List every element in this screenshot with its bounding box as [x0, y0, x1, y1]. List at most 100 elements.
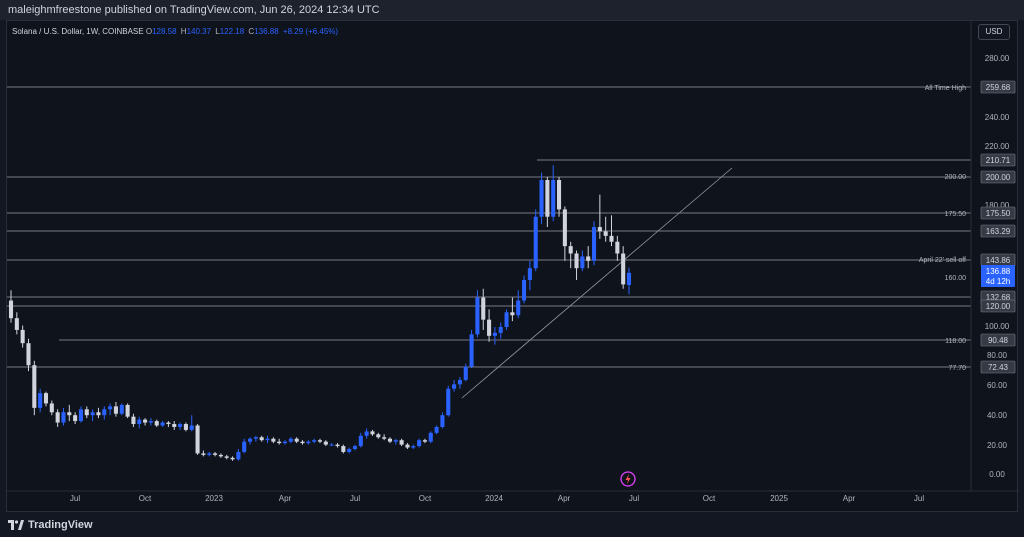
level-label-3: 175.50	[945, 211, 967, 218]
level-label-5: April 22' sell off	[919, 257, 966, 264]
candle-body-1	[14, 318, 19, 330]
candle-body-87	[516, 300, 521, 316]
level-badge-text-2: 200.00	[986, 173, 1011, 182]
level-badge-2	[980, 170, 1016, 184]
candle-body-54	[323, 441, 328, 445]
candle-body-12	[78, 409, 84, 422]
symbol-legend[interactable]: Solana / U.S. Dollar, 1W, COINBASE O128.…	[12, 27, 340, 36]
candle-body-100	[591, 227, 597, 261]
x-tick-12: Jul	[914, 494, 924, 503]
level-badge-7	[980, 299, 1016, 313]
candle-body-50	[300, 441, 305, 444]
y-tick-1: 240.00	[985, 113, 1010, 122]
candle-body-77	[457, 379, 462, 385]
candle-body-36	[218, 454, 223, 457]
candle-body-98	[580, 256, 585, 269]
candle-body-2	[20, 329, 25, 344]
open-label: O	[145, 27, 153, 36]
candle-body-82	[487, 319, 492, 336]
candle-body-94	[556, 180, 562, 210]
candle-body-75	[446, 388, 451, 416]
candle-body-57	[341, 446, 346, 452]
candle-body-42	[253, 437, 258, 439]
candle-body-105	[621, 253, 626, 285]
y-tick-6: 60.00	[987, 381, 1008, 390]
y-tick-3: 180.00	[985, 201, 1010, 210]
candle-body-101	[597, 227, 602, 232]
y-tick-9: 0.00	[989, 470, 1005, 479]
candle-body-27	[166, 422, 171, 425]
candle-body-91	[539, 180, 544, 217]
currency-selector[interactable]: USD	[978, 24, 1010, 40]
chart-area[interactable]: All Time High 200.00 175.50 April 22' sell …	[6, 20, 1019, 513]
level-badge-1	[980, 153, 1016, 167]
candle-body-85	[504, 312, 509, 327]
current-price-text: 136.88	[986, 267, 1011, 276]
footer: TradingView	[0, 512, 1024, 537]
price-chart[interactable]: All Time High 200.00 175.50 April 22' sell …	[7, 21, 1019, 513]
candle-body-33	[201, 453, 206, 455]
lightning-icon[interactable]	[620, 471, 636, 487]
candle-body-22	[137, 419, 142, 425]
level-badge-text-6: 132.68	[986, 293, 1011, 302]
level-label-8: 118.00	[945, 338, 966, 345]
y-tick-7: 40.00	[987, 411, 1008, 420]
x-tick-4: Jul	[350, 494, 360, 503]
candle-body-31	[189, 425, 194, 430]
candle-body-58	[347, 449, 352, 452]
trendline	[461, 167, 733, 399]
candle-body-37	[224, 456, 229, 458]
candle-body-38	[230, 457, 235, 460]
candle-body-45	[271, 438, 276, 442]
candle-body-106	[626, 272, 632, 285]
level-badge-text-5: 143.86	[986, 256, 1011, 265]
candle-body-63	[376, 434, 381, 438]
level-label-9: 77.70	[948, 365, 966, 372]
candle-body-21	[131, 416, 136, 425]
x-tick-7: Apr	[558, 494, 571, 503]
y-tick-4: 100.00	[985, 322, 1010, 331]
candle-body-55	[329, 444, 334, 446]
candle-body-15	[96, 412, 101, 416]
level-badge-text-3: 175.50	[986, 209, 1011, 218]
candle-body-34	[207, 453, 212, 455]
symbol-title: Solana / U.S. Dollar, 1W, COINBASE	[12, 27, 144, 36]
close-value: 136.88	[254, 27, 279, 36]
candle-body-17	[108, 406, 113, 410]
level-label-2: 200.00	[945, 174, 967, 181]
x-tick-8: Jul	[629, 494, 639, 503]
candle-body-73	[434, 426, 439, 433]
candle-body-9	[61, 412, 66, 423]
candle-body-62	[370, 431, 375, 435]
candle-body-48	[288, 438, 293, 442]
candle-body-20	[125, 404, 130, 417]
candle-body-49	[294, 438, 299, 442]
y-tick-2: 220.00	[985, 142, 1010, 151]
candle-body-25	[154, 421, 159, 426]
candle-body-59	[352, 446, 358, 450]
candle-body-71	[422, 440, 427, 442]
candle-body-5	[38, 393, 43, 408]
candle-body-84	[498, 327, 503, 333]
x-tick-10: 2025	[770, 494, 788, 503]
candle-body-39	[236, 451, 241, 460]
y-tick-0: 280.00	[985, 54, 1010, 63]
high-label: H	[180, 27, 187, 36]
candle-body-41	[247, 438, 253, 442]
level-badge-text-0: 259.68	[986, 83, 1011, 92]
candle-body-26	[160, 422, 165, 426]
current-price-badge	[981, 265, 1015, 287]
candle-body-90	[533, 216, 538, 269]
candle-body-76	[452, 384, 457, 389]
x-tick-9: Oct	[703, 494, 716, 503]
candle-body-69	[411, 446, 416, 448]
candle-body-61	[364, 431, 369, 436]
candle-body-16	[102, 409, 107, 416]
candle-body-44	[265, 438, 270, 441]
candle-body-80	[475, 297, 480, 335]
open-value: 128.58	[152, 27, 177, 36]
candle-body-70	[417, 440, 422, 447]
candle-body-28	[172, 424, 177, 427]
candle-body-30	[183, 424, 188, 430]
tradingview-logo[interactable]: TradingView	[8, 519, 93, 531]
